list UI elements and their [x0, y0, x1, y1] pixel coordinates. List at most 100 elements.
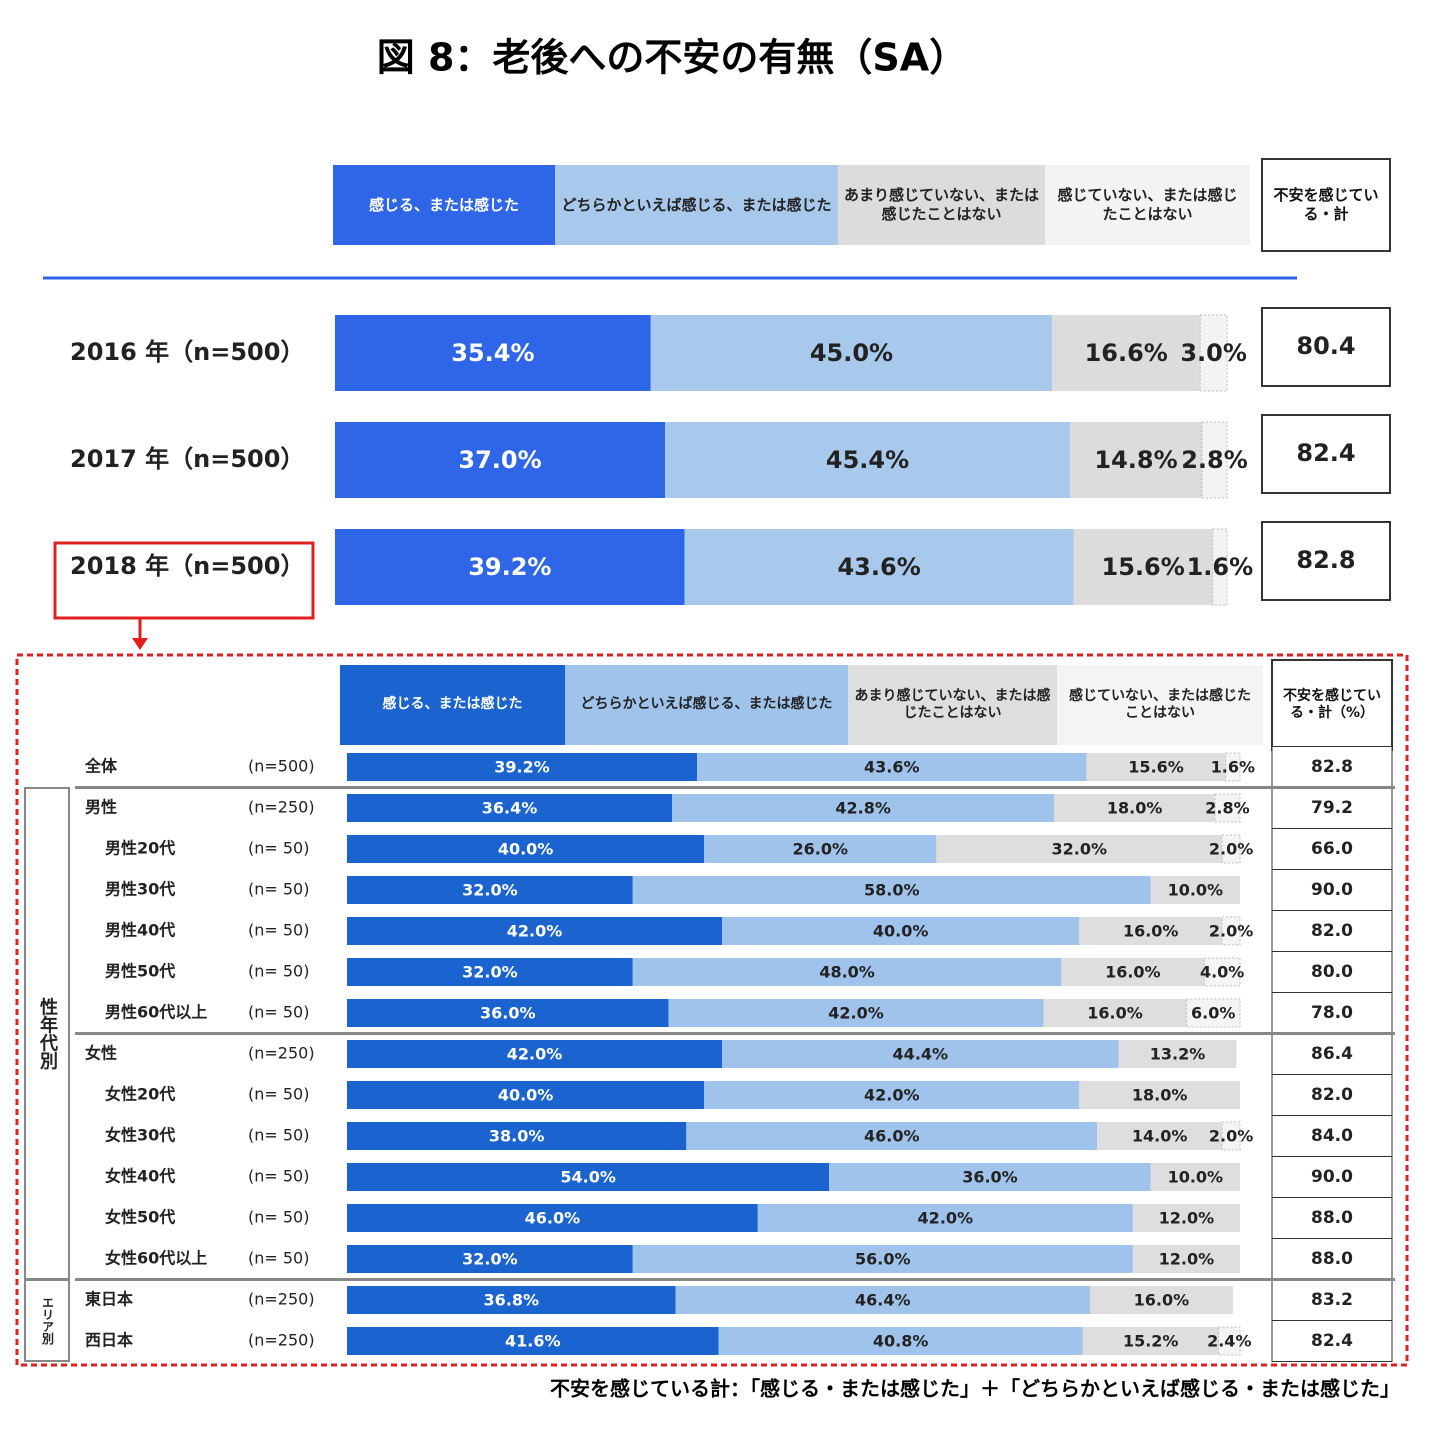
value-label: 45.4%	[826, 446, 909, 474]
bar-segment	[1070, 422, 1203, 498]
value-label: 15.6%	[1128, 758, 1184, 777]
value-label: 42.0%	[507, 922, 563, 941]
total-header: 不安を感じている・計（%）	[1283, 687, 1381, 722]
category-label: 女性30代	[105, 1126, 175, 1145]
legend-label: どちらかといえば感じる、または感じた	[561, 195, 832, 214]
n-label: (n= 50)	[248, 839, 309, 858]
bar-segment	[757, 1204, 1133, 1232]
bar-segment	[1150, 876, 1240, 904]
value-label: 1.6%	[1187, 553, 1254, 581]
bar-segment	[347, 1081, 705, 1109]
bar-segment	[1118, 1040, 1237, 1068]
group-label: 性年代別	[37, 996, 59, 1070]
value-label: 1.6%	[1211, 758, 1255, 777]
legend-label-box: 感じる、または感じた	[369, 196, 519, 214]
n-label: (n= 50)	[248, 962, 309, 981]
legend-label-box: 感じていない、または感じたことはない	[1057, 186, 1237, 223]
legend-label-box: どちらかといえば感じる、または感じた	[580, 696, 833, 713]
total-value: 88.0	[1311, 1208, 1353, 1228]
legend-label-box: あまり感じていない、または感じたことはない	[844, 186, 1040, 223]
total-value: 78.0	[1311, 1003, 1353, 1023]
bar-segment	[650, 315, 1053, 391]
bar-segment	[704, 835, 937, 863]
category-label: 女性40代	[105, 1167, 175, 1186]
total-value: 90.0	[1311, 880, 1353, 900]
bar-segment	[632, 958, 1062, 986]
bar-segment	[1150, 1163, 1240, 1191]
value-label: 2.0%	[1209, 922, 1253, 941]
bar-segment	[1218, 1326, 1241, 1356]
n-label: (n= 50)	[248, 1003, 309, 1022]
bar-segment	[1079, 917, 1223, 945]
value-label: 46.4%	[855, 1291, 911, 1310]
total-cell	[1271, 1033, 1393, 1075]
value-label: 2.8%	[1181, 446, 1248, 474]
total-value: 90.0	[1311, 1167, 1353, 1187]
legend-label: どちらかといえば感じる、または感じた	[580, 696, 833, 713]
category-label: 男性30代	[105, 880, 175, 899]
bar-segment	[347, 1327, 719, 1355]
category-label: 女性60代以上	[105, 1249, 207, 1268]
bar-segment	[347, 958, 633, 986]
bar-segment	[347, 1204, 758, 1232]
legend-label-box: 感じる、または感じた	[382, 696, 523, 713]
legend-swatch	[565, 665, 848, 745]
bar-segment	[347, 1122, 687, 1150]
value-label: 12.0%	[1159, 1250, 1215, 1269]
value-label: 18.0%	[1107, 799, 1163, 818]
value-label: 14.8%	[1094, 446, 1177, 474]
value-label: 39.2%	[494, 758, 550, 777]
bar-segment	[335, 315, 651, 391]
legend-label: 感じる、または感じた	[382, 696, 523, 713]
bar-segment	[722, 1040, 1119, 1068]
total-header: 不安を感じている・計	[1273, 186, 1379, 223]
value-label: 2.0%	[1209, 840, 1253, 859]
bar-segment	[1073, 529, 1213, 605]
value-label: 36.8%	[484, 1291, 540, 1310]
value-label: 16.0%	[1123, 922, 1179, 941]
total-value: 66.0	[1311, 839, 1353, 859]
legend-swatch	[1045, 165, 1250, 245]
value-label: 42.0%	[828, 1004, 884, 1023]
value-label: 16.6%	[1085, 339, 1168, 367]
total-value: 82.4	[1311, 1331, 1353, 1351]
n-label: (n=250)	[248, 798, 315, 817]
category-label: 女性50代	[105, 1208, 175, 1227]
value-label: 2.8%	[1205, 799, 1249, 818]
category-label: 2017 年（n=500）	[70, 445, 304, 473]
total-cell	[1271, 951, 1393, 993]
value-label: 2.0%	[1209, 1127, 1253, 1146]
value-label: 43.6%	[837, 553, 920, 581]
legend-label: あまり感じていない、または感じたことはない	[844, 186, 1040, 223]
value-label: 39.2%	[468, 553, 551, 581]
value-label: 54.0%	[560, 1168, 616, 1187]
value-label: 44.4%	[893, 1045, 949, 1064]
bar-segment	[1052, 315, 1201, 391]
value-label: 42.8%	[835, 799, 891, 818]
legend-label-box: 感じていない、または感じたことはない	[1069, 688, 1251, 722]
category-label: 全体	[84, 757, 118, 776]
bar-segment	[686, 1122, 1098, 1150]
legend-swatch	[333, 165, 555, 245]
value-label: 16.0%	[1105, 963, 1161, 982]
bar-segment	[335, 529, 685, 605]
value-label: 4.0%	[1200, 963, 1244, 982]
category-label: 男性50代	[105, 962, 175, 981]
total-value: 82.4	[1296, 439, 1355, 467]
bar-segment	[1132, 1245, 1240, 1273]
bar-segment	[697, 753, 1087, 781]
value-label: 13.2%	[1150, 1045, 1206, 1064]
bar-segment	[1079, 1081, 1240, 1109]
total-value: 80.4	[1296, 332, 1355, 360]
value-label: 26.0%	[793, 840, 849, 859]
category-label: 男性	[85, 798, 117, 817]
total-header-frame	[1261, 158, 1391, 252]
value-label: 56.0%	[855, 1250, 911, 1269]
total-value: 82.0	[1311, 921, 1353, 941]
total-value: 88.0	[1311, 1249, 1353, 1269]
total-value: 79.2	[1311, 798, 1353, 818]
bar-segment	[1203, 957, 1241, 987]
value-label: 36.0%	[962, 1168, 1018, 1187]
total-value: 86.4	[1311, 1044, 1353, 1064]
category-label: 2018 年（n=500）	[70, 552, 304, 580]
